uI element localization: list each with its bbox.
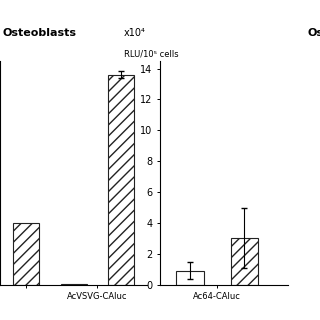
Text: Ost-: Ost- — [307, 28, 320, 38]
Text: RLU/10⁵ cells: RLU/10⁵ cells — [124, 50, 179, 59]
Bar — [108, 75, 134, 285]
Text: Osteoblasts: Osteoblasts — [3, 28, 77, 38]
Text: x10⁴: x10⁴ — [124, 28, 146, 38]
Bar — [13, 223, 39, 285]
Bar — [176, 271, 204, 285]
Bar — [231, 238, 258, 285]
Bar — [60, 284, 87, 285]
